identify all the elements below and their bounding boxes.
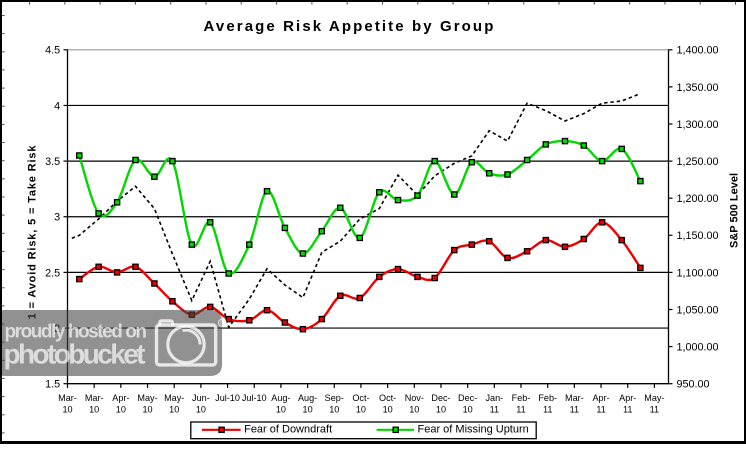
svg-text:1,050.00: 1,050.00 [677,304,719,316]
svg-text:4: 4 [54,100,60,112]
svg-text:Sep-: Sep- [325,393,344,403]
svg-text:Mar-: Mar- [58,393,77,403]
svg-text:10: 10 [409,405,419,415]
svg-text:Feb-: Feb- [538,393,557,403]
svg-text:2.5: 2.5 [45,267,60,279]
svg-text:1,150.00: 1,150.00 [677,230,719,242]
svg-text:Jan-: Jan- [485,393,503,403]
svg-text:1,250.00: 1,250.00 [677,156,719,168]
svg-text:Dec-: Dec- [458,393,477,403]
svg-text:1.5: 1.5 [45,379,60,391]
svg-text:10: 10 [116,405,126,415]
svg-text:10: 10 [329,405,339,415]
svg-text:Apr-: Apr- [619,393,636,403]
svg-text:Jul-10: Jul-10 [215,393,240,403]
svg-text:Apr-: Apr- [112,393,129,403]
svg-text:Feb-: Feb- [512,393,531,403]
svg-text:1,350.00: 1,350.00 [677,82,719,94]
svg-text:S&P 500 Level: S&P 500 Level [728,173,740,248]
svg-text:1,200.00: 1,200.00 [677,193,719,205]
svg-text:1,100.00: 1,100.00 [677,267,719,279]
svg-text:May-: May- [164,393,184,403]
svg-text:3: 3 [54,212,60,224]
svg-text:10: 10 [463,405,473,415]
svg-text:10: 10 [356,405,366,415]
svg-text:11: 11 [570,405,579,415]
svg-text:May-: May- [644,393,664,403]
svg-text:10: 10 [142,405,152,415]
svg-text:Fear of Downdraft: Fear of Downdraft [244,424,332,436]
svg-text:Jun-: Jun- [192,393,210,403]
svg-text:Oct-: Oct- [352,393,369,403]
svg-text:Mar-: Mar- [85,393,104,403]
svg-text:10: 10 [383,405,393,415]
svg-text:11: 11 [490,405,499,415]
svg-text:11: 11 [623,405,632,415]
svg-text:Aug-: Aug- [298,393,317,403]
svg-text:1,400.00: 1,400.00 [677,45,719,57]
svg-text:11: 11 [650,405,659,415]
svg-text:Jul-10: Jul-10 [242,393,267,403]
svg-text:11: 11 [596,405,605,415]
svg-text:10: 10 [196,405,206,415]
svg-text:1,300.00: 1,300.00 [677,119,719,131]
svg-text:10: 10 [62,405,72,415]
svg-text:950.00: 950.00 [677,379,710,391]
svg-text:3.5: 3.5 [45,156,60,168]
svg-text:Mar-: Mar- [565,393,584,403]
svg-text:11: 11 [516,405,525,415]
svg-text:photobucket: photobucket [4,338,146,369]
svg-text:1,000.00: 1,000.00 [677,342,719,354]
svg-text:Nov-: Nov- [405,393,424,403]
svg-text:10: 10 [303,405,313,415]
svg-text:Dec-: Dec- [431,393,450,403]
svg-text:May-: May- [137,393,157,403]
svg-text:Fear of Missing Upturn: Fear of Missing Upturn [418,424,529,436]
svg-text:Aug-: Aug- [271,393,290,403]
svg-text:1 = Avoid Risk, 5 = Take Risk: 1 = Avoid Risk, 5 = Take Risk [27,145,39,320]
svg-text:Oct-: Oct- [379,393,396,403]
svg-text:proudly hosted on: proudly hosted on [5,321,147,342]
svg-text:10: 10 [89,405,99,415]
svg-text:10: 10 [436,405,446,415]
svg-text:4.5: 4.5 [45,45,60,57]
svg-text:R: R [220,320,225,327]
svg-text:11: 11 [543,405,552,415]
svg-text:Apr-: Apr- [592,393,609,403]
svg-text:10: 10 [276,405,286,415]
svg-text:10: 10 [169,405,179,415]
